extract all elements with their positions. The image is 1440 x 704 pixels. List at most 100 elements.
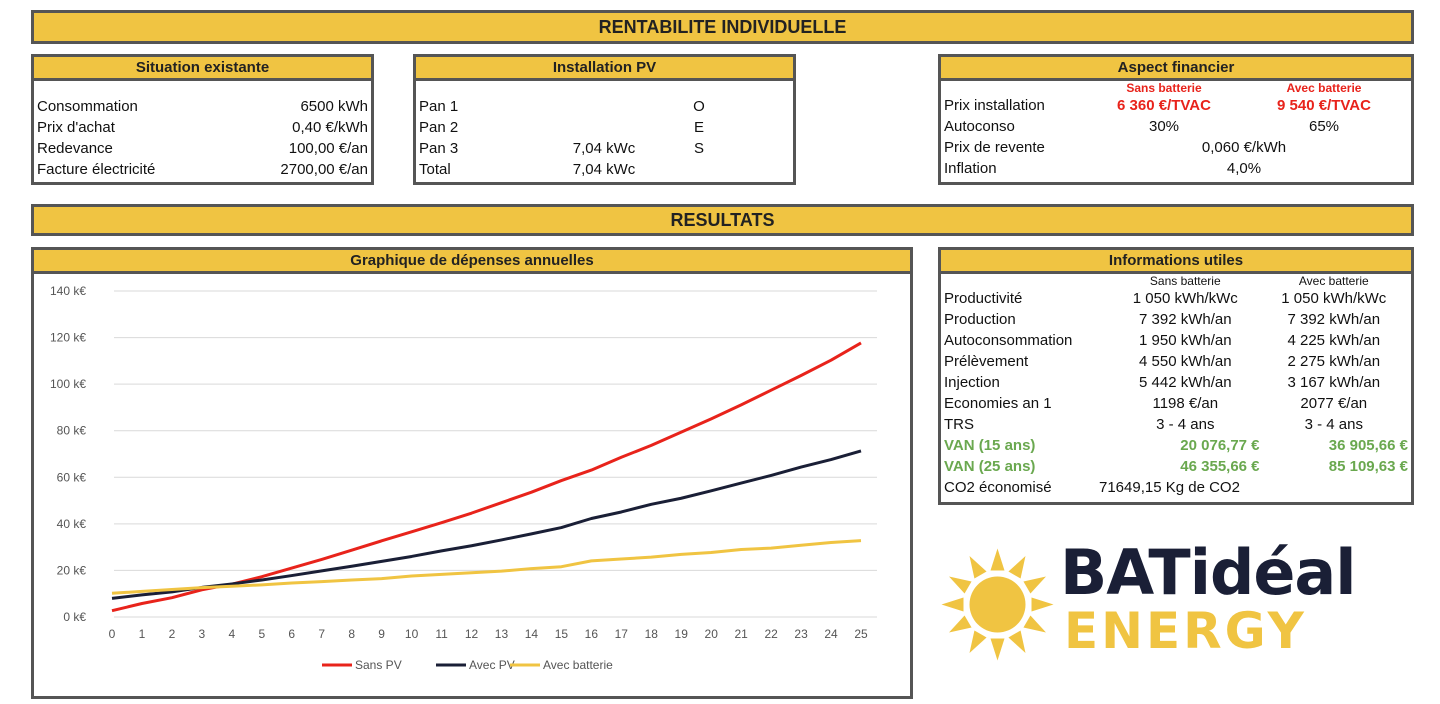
row-value-sans: 4 550 kWh/an — [1139, 353, 1232, 370]
inflation-value: 4,0% — [1226, 160, 1262, 177]
row-value-sans: 5 442 kWh/an — [1139, 374, 1232, 391]
row-label: Autoconso — [944, 118, 1015, 135]
logo-text-energy: ENERGY — [1064, 602, 1307, 660]
row-label: Redevance — [37, 140, 113, 157]
installation-row-pan3: Pan 3 7,04 kWc S — [419, 138, 790, 159]
legend-label: Avec batterie — [543, 658, 613, 672]
y-tick-label: 60 k€ — [57, 470, 87, 484]
sun-ray — [990, 548, 1005, 571]
row-value: 6500 kWh — [300, 98, 368, 115]
infos-row: Injection 5 442 kWh/an 3 167 kWh/an — [944, 372, 1408, 393]
y-tick-label: 100 k€ — [50, 377, 86, 391]
page-title-banner: RENTABILITE INDIVIDUELLE — [31, 10, 1414, 44]
row-value-avec: 3 - 4 ans — [1304, 416, 1363, 433]
situation-row-prix-achat: Prix d'achat 0,40 €/kWh — [37, 117, 368, 138]
revente-value: 0,060 €/kWh — [1201, 139, 1287, 156]
x-tick-label: 0 — [109, 627, 116, 641]
x-tick-label: 6 — [288, 627, 295, 641]
informations-utiles-title: Informations utiles — [941, 250, 1411, 274]
row-label: Economies an 1 — [944, 395, 1052, 412]
x-tick-label: 12 — [465, 627, 479, 641]
infos-row: Prélèvement 4 550 kWh/an 2 275 kWh/an — [944, 351, 1408, 372]
x-tick-label: 4 — [228, 627, 235, 641]
infos-row: Productivité 1 050 kWh/kWc 1 050 kWh/kWc — [944, 288, 1408, 309]
sun-ray — [1031, 597, 1054, 612]
chart-panel: Graphique de dépenses annuelles 0 k€ 20 k… — [31, 247, 913, 699]
x-tick-label: 18 — [645, 627, 659, 641]
series-line — [111, 449, 862, 600]
y-tick-label: 120 k€ — [50, 331, 86, 345]
x-tick-label: 8 — [348, 627, 355, 641]
financier-row-inflation: Inflation 4,0% — [944, 158, 1408, 179]
x-tick-label: 16 — [585, 627, 599, 641]
autoconso-sans: 30% — [1148, 118, 1180, 135]
infos-row: Economies an 1 1198 €/an 2077 €/an — [944, 393, 1408, 414]
legend-label: Sans PV — [355, 658, 402, 672]
sun-icon — [941, 548, 1054, 661]
col-avec-batterie: Avec batterie — [1286, 81, 1362, 95]
installation-pv-panel: Installation PV Pan 1 O Pan 2 E Pan 3 7,… — [413, 54, 796, 185]
x-tick-label: 23 — [794, 627, 808, 641]
autoconso-avec: 65% — [1308, 118, 1340, 135]
row-orientation: E — [693, 119, 704, 136]
situation-row-consommation: Consommation 6500 kWh — [37, 96, 368, 117]
financier-row-autoconso: Autoconso 30% 65% — [944, 116, 1408, 137]
x-tick-label: 21 — [734, 627, 748, 641]
row-orientation: O — [693, 98, 705, 115]
row-label: Autoconsommation — [944, 332, 1073, 349]
series-line — [111, 539, 862, 595]
resultats-banner: RESULTATS — [31, 204, 1414, 236]
infos-column-headers: Sans batterie Avec batterie — [944, 274, 1408, 288]
sun-ray — [1023, 615, 1046, 633]
infos-row: Production 7 392 kWh/an 7 392 kWh/an — [944, 309, 1408, 330]
sun-ray — [969, 556, 987, 579]
situation-existante-panel: Situation existante Consommation 6500 kW… — [31, 54, 374, 185]
financier-column-headers: Sans batterie Avec batterie — [944, 81, 1408, 95]
x-tick-label: 7 — [318, 627, 325, 641]
row-label: Productivité — [944, 290, 1023, 307]
sun-ray — [949, 615, 972, 633]
row-label: Facture électricité — [37, 161, 156, 178]
installation-row-total: Total 7,04 kWc — [419, 159, 790, 180]
aspect-financier-panel: Aspect financier Sans batterie Avec batt… — [938, 54, 1414, 185]
sun-ray — [941, 597, 964, 612]
x-tick-label: 22 — [764, 627, 778, 641]
x-tick-label: 10 — [405, 627, 419, 641]
installation-row-pan1: Pan 1 O — [419, 96, 790, 117]
row-value-avec: 2077 €/an — [1300, 395, 1368, 412]
infos-row: VAN (25 ans) 46 355,66 € 85 109,63 € — [944, 456, 1408, 477]
chart-title: Graphique de dépenses annuelles — [34, 250, 910, 274]
col-sans-batterie: Sans batterie — [1126, 81, 1202, 95]
row-value-avec: 7 392 kWh/an — [1287, 311, 1381, 328]
row-value-avec: 85 109,63 € — [1328, 458, 1409, 475]
row-value-sans: 20 076,77 € — [1180, 437, 1260, 454]
sun-ray — [1008, 556, 1026, 579]
y-tick-label: 20 k€ — [57, 563, 87, 577]
sun-ray — [1023, 576, 1046, 594]
row-power: 7,04 kWc — [572, 140, 636, 157]
row-label: Prix installation — [944, 97, 1045, 114]
row-value-avec: 4 225 kWh/an — [1287, 332, 1381, 349]
row-label: Consommation — [37, 98, 138, 115]
x-tick-label: 9 — [378, 627, 385, 641]
y-tick-label: 80 k€ — [57, 424, 87, 438]
x-tick-label: 17 — [615, 627, 629, 641]
prix-avec-batterie: 9 540 €/TVAC — [1277, 97, 1371, 114]
row-label: CO2 économisé — [944, 479, 1052, 496]
x-tick-label: 15 — [555, 627, 569, 641]
infos-row: VAN (15 ans) 20 076,77 € 36 905,66 € — [944, 435, 1408, 456]
row-label: Prélèvement — [944, 353, 1029, 370]
legend-label: Avec PV — [469, 658, 515, 672]
infos-row: Autoconsommation 1 950 kWh/an 4 225 kWh/an — [944, 330, 1408, 351]
row-label: VAN (25 ans) — [944, 458, 1036, 475]
row-label: Pan 1 — [419, 98, 459, 115]
sun-ray — [969, 630, 987, 653]
annual-expenses-chart: 0 k€ 20 k€ 40 k€ 60 k€ 80 k€ 100 k€ 120 k€ 140 … — [50, 284, 877, 672]
row-value-sans: 1198 €/an — [1152, 395, 1219, 412]
row-label: Production — [944, 311, 1016, 328]
row-value-sans: 7 392 kWh/an — [1139, 311, 1232, 328]
row-value-avec: 1 050 kWh/kWc — [1281, 290, 1387, 307]
x-tick-label: 14 — [525, 627, 539, 641]
row-value-avec: 2 275 kWh/an — [1287, 353, 1381, 370]
aspect-financier-title: Aspect financier — [941, 57, 1411, 81]
